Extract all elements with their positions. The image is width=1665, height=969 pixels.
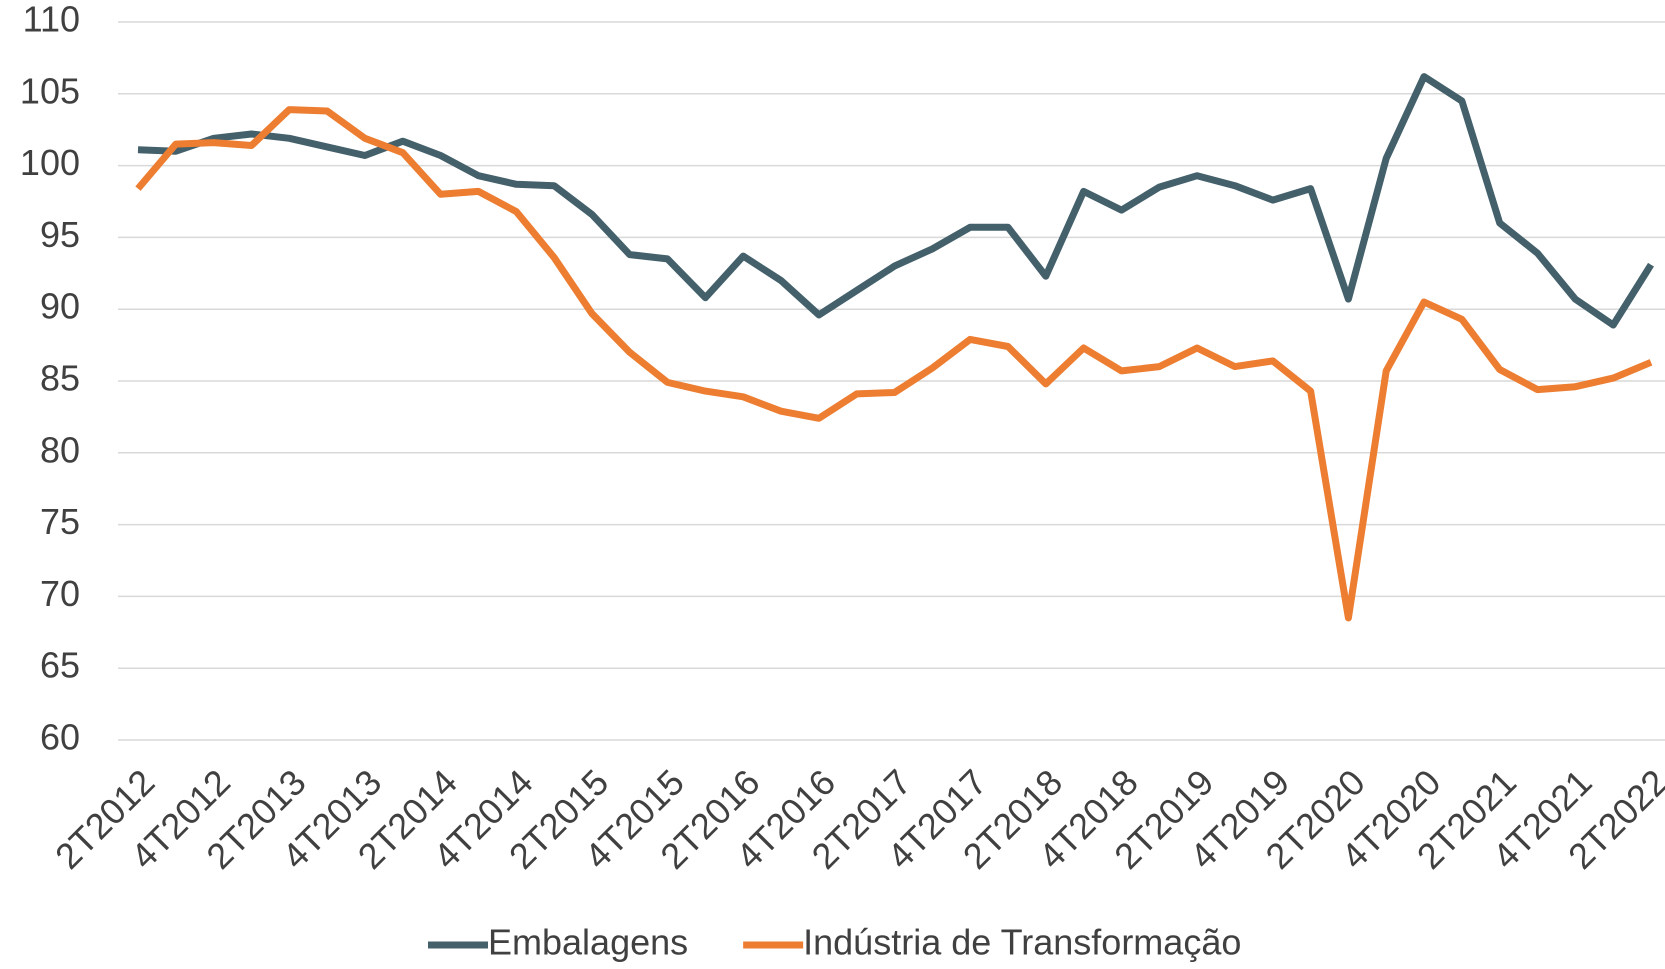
y-tick-label: 110 bbox=[23, 0, 80, 40]
series-line bbox=[137, 73, 1654, 329]
series-line bbox=[135, 106, 1653, 622]
y-tick-label: 70 bbox=[40, 573, 80, 614]
y-tick-label: 60 bbox=[40, 717, 80, 758]
y-tick-label: 95 bbox=[40, 214, 80, 255]
y-tick-label: 75 bbox=[40, 501, 80, 542]
legend-label: Embalagens bbox=[488, 922, 688, 963]
y-tick-label: 90 bbox=[40, 286, 80, 327]
y-tick-label: 105 bbox=[20, 70, 80, 111]
y-tick-label: 80 bbox=[40, 429, 80, 470]
y-tick-label: 85 bbox=[40, 358, 80, 399]
y-tick-label: 65 bbox=[40, 645, 80, 686]
y-tick-label: 100 bbox=[20, 142, 80, 183]
legend-label: Indústria de Transformação bbox=[803, 922, 1241, 963]
